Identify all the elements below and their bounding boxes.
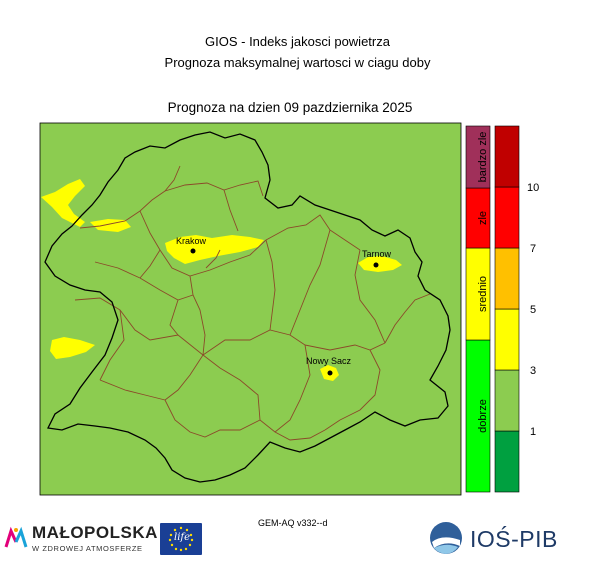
city-label-tarnow: Tarnow bbox=[362, 249, 392, 259]
zone-tarnow bbox=[358, 256, 402, 272]
zone-west-south bbox=[50, 337, 95, 359]
scale-step-6 bbox=[494, 125, 520, 188]
malopolska-logo-subtitle: W ZDROWEJ ATMOSFERZE bbox=[32, 544, 143, 553]
city-dot-krakow bbox=[190, 248, 196, 254]
scale-step-3 bbox=[494, 308, 520, 371]
zone-west-north bbox=[41, 179, 85, 227]
legend-label-bardzo-zle: bardzo zle bbox=[477, 132, 489, 183]
legend-color-scale: 1 3 5 7 10 bbox=[494, 125, 539, 493]
city-label-nowy-sacz: Nowy Sacz bbox=[306, 356, 352, 366]
legend-category-bar: dobrze srednio zle bardzo zle bbox=[465, 125, 491, 493]
eu-stars-icon bbox=[168, 526, 194, 552]
scale-tick-7: 7 bbox=[530, 243, 536, 255]
city-label-krakow: Krakow bbox=[176, 236, 207, 246]
ios-pib-mark-icon bbox=[430, 522, 462, 554]
city-dot-tarnow bbox=[373, 262, 379, 268]
pollution-zones bbox=[41, 179, 402, 381]
map-background bbox=[39, 122, 462, 496]
scale-tick-5: 5 bbox=[530, 304, 536, 316]
eu-life-logo-text: life bbox=[174, 532, 191, 543]
legend-cat-zle bbox=[465, 187, 491, 249]
scale-tick-3: 3 bbox=[530, 365, 536, 377]
ios-pib-logo: IOŚ-PIB bbox=[428, 520, 568, 560]
malopolska-mark-icon bbox=[4, 526, 28, 548]
ios-pib-logo-text: IOŚ-PIB bbox=[470, 526, 558, 552]
malopolska-logo-text: MAŁOPOLSKA bbox=[32, 523, 158, 542]
legend-label-dobrze: dobrze bbox=[477, 399, 489, 433]
scale-tick-10: 10 bbox=[527, 182, 539, 194]
city-markers: Krakow Tarnow Nowy Sacz bbox=[176, 236, 392, 376]
city-dot-nowy-sacz bbox=[327, 370, 333, 376]
scale-tick-1: 1 bbox=[530, 426, 536, 438]
district-boundaries bbox=[74, 165, 431, 441]
scale-step-2 bbox=[494, 369, 520, 432]
forecast-date: Prognoza na dzien 09 pazdziernika 2025 bbox=[167, 100, 413, 115]
legend-cat-bardzo-zle bbox=[465, 125, 491, 189]
malopolska-logo: MAŁOPOLSKA W ZDROWEJ ATMOSFERZE bbox=[4, 520, 157, 560]
legend-label-srednio: srednio bbox=[477, 276, 489, 312]
map-subtitle: Prognoza maksymalnej wartosci w ciagu do… bbox=[164, 55, 431, 70]
scale-step-5 bbox=[494, 186, 520, 249]
scale-step-4 bbox=[494, 247, 520, 310]
zone-krakow bbox=[165, 235, 264, 264]
model-version: GEM-AQ v332--d bbox=[258, 518, 328, 528]
eu-life-logo: life bbox=[160, 523, 202, 555]
legend-cat-dobrze bbox=[465, 339, 491, 493]
map-title: GIOS - Indeks jakosci powietrza bbox=[205, 34, 390, 49]
legend-label-zle: zle bbox=[477, 211, 489, 225]
legend-cat-srednio bbox=[465, 247, 491, 341]
scale-step-1 bbox=[494, 430, 520, 493]
voivodeship-border bbox=[44, 131, 451, 483]
